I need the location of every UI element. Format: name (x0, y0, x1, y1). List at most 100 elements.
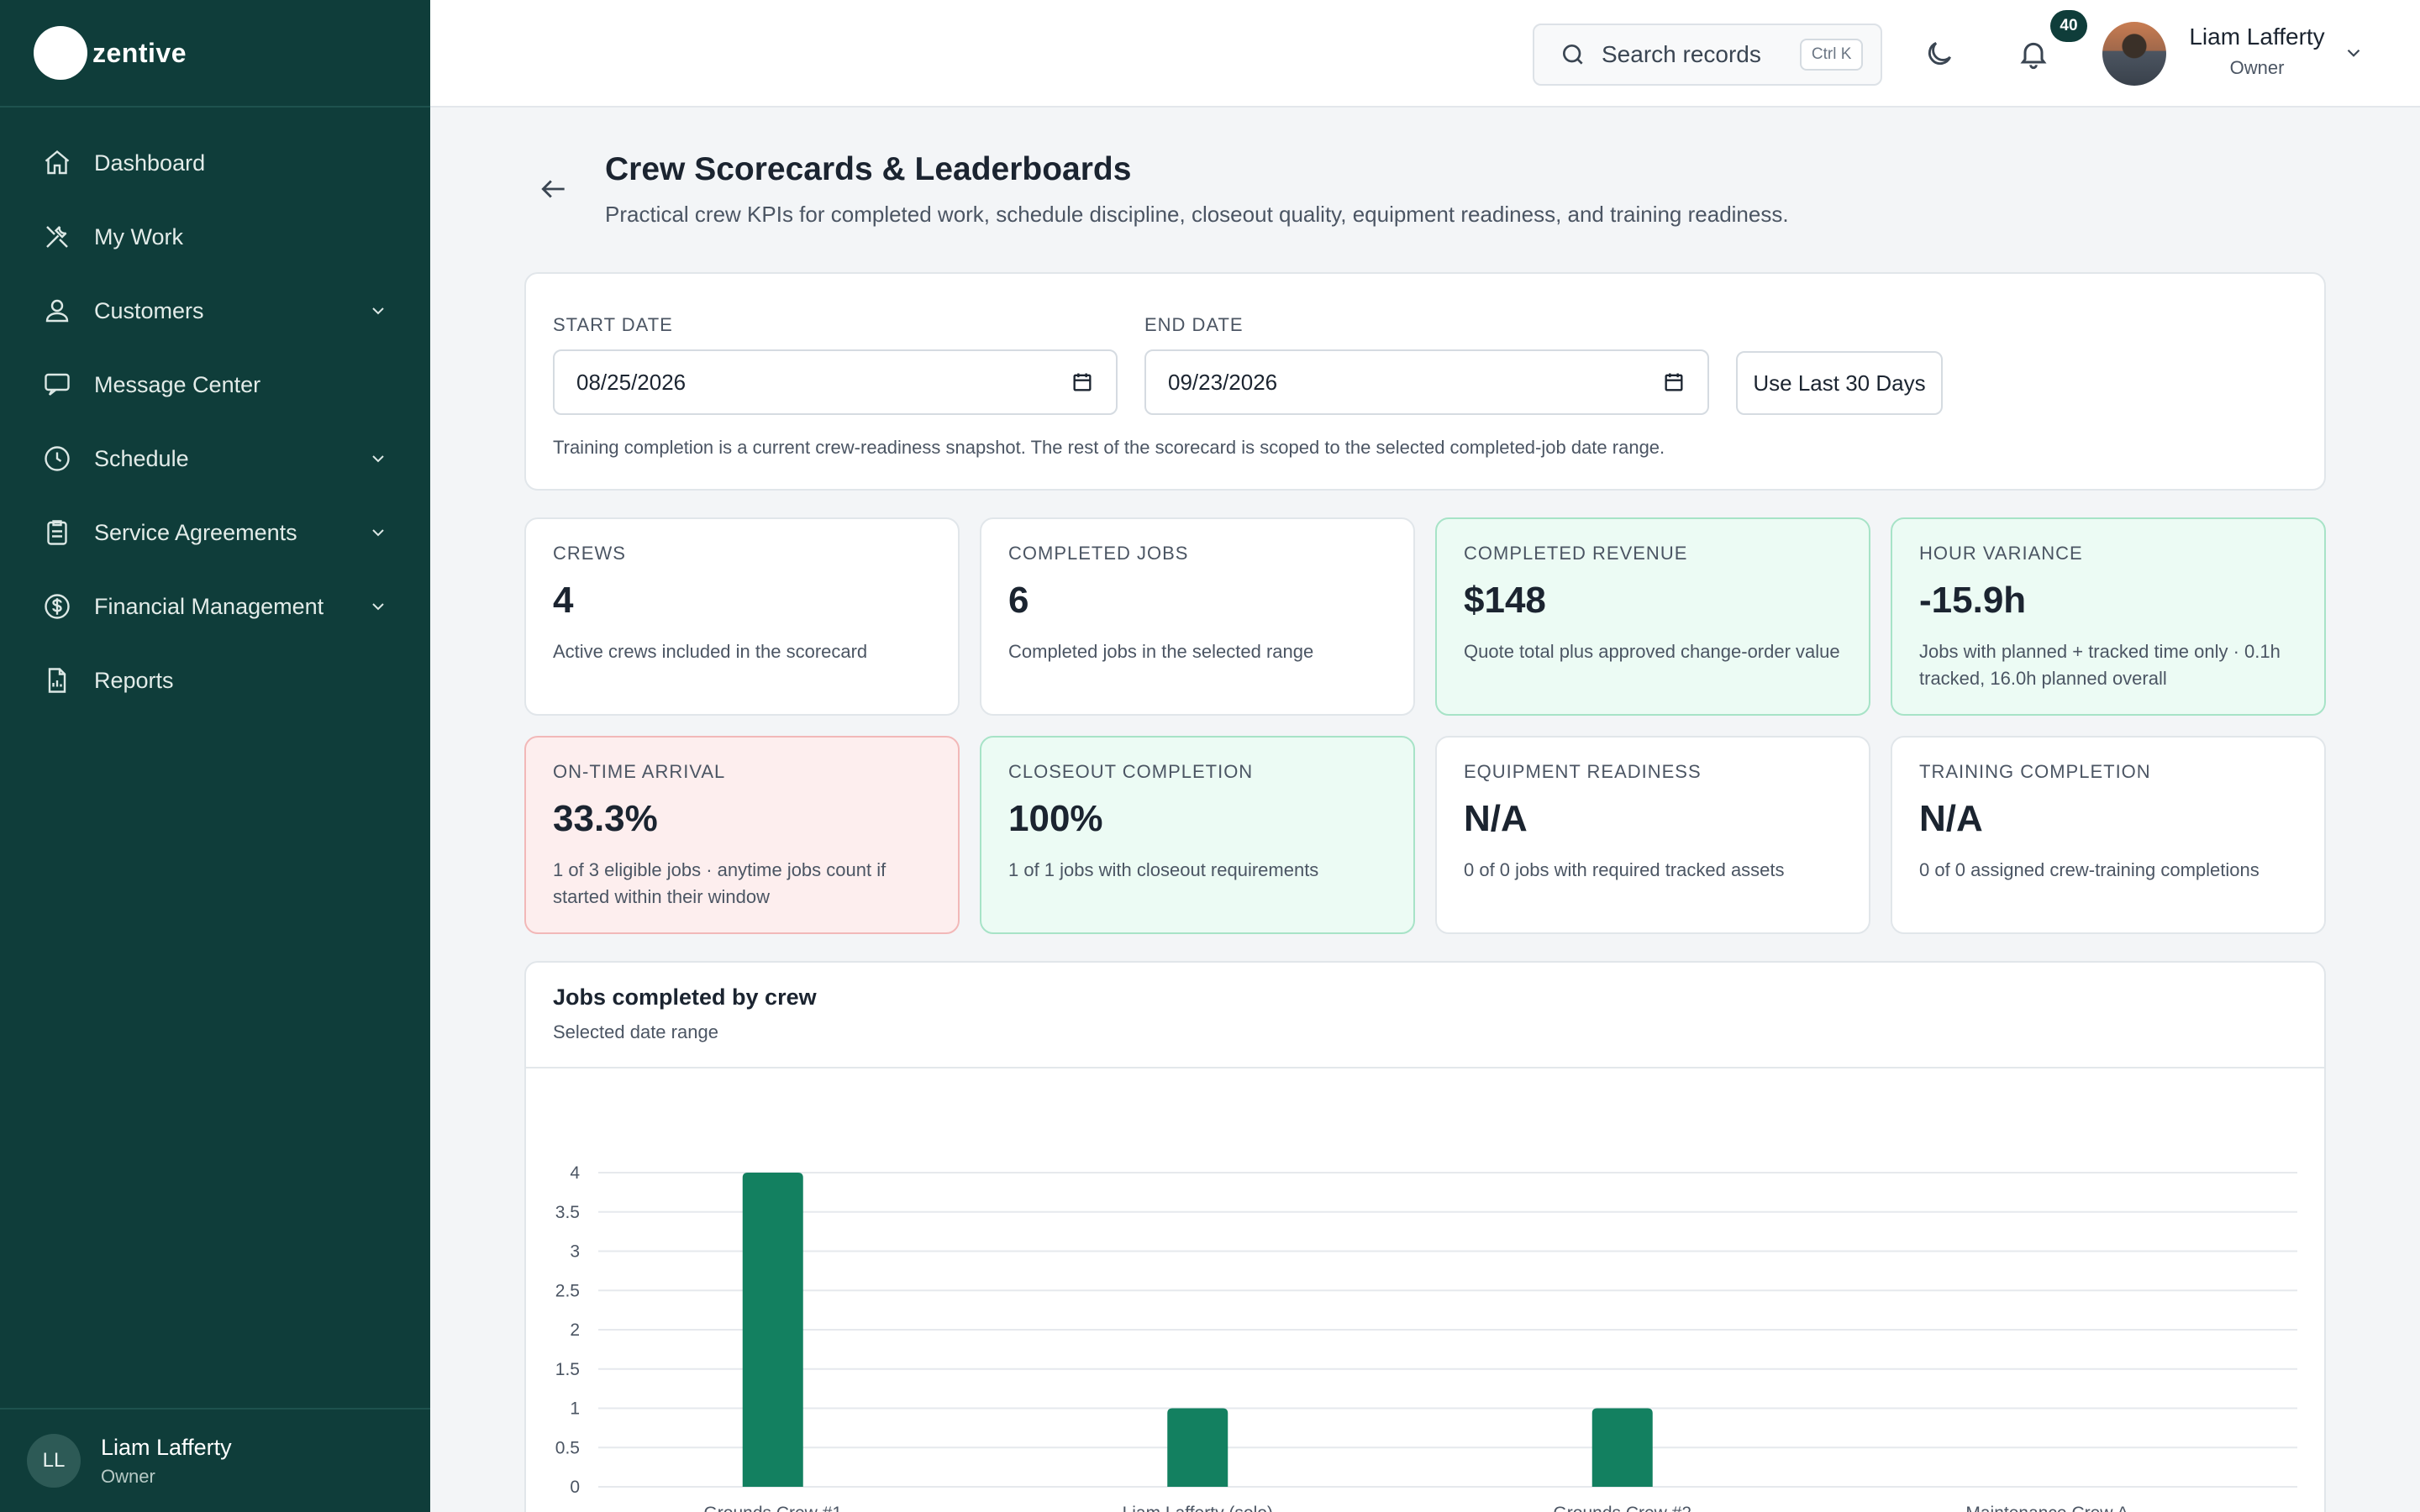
y-tick-label: 2.5 (555, 1281, 580, 1300)
kpi-value: 4 (553, 580, 574, 621)
sidebar-user-profile[interactable]: LL Liam Lafferty Owner (0, 1408, 430, 1512)
sidebar-item-message-center[interactable]: Message Center (0, 348, 430, 422)
sidebar-user-role: Owner (101, 1465, 155, 1487)
kpi-title: EQUIPMENT READINESS (1464, 761, 1702, 782)
kpi-title: ON-TIME ARRIVAL (553, 761, 726, 782)
date-filter-card: START DATE 08/25/2026 END DATE 09/23/202… (524, 272, 2326, 491)
kpi-value: N/A (1464, 798, 1528, 839)
end-date-label: END DATE (1144, 314, 1244, 335)
kpi-value: $148 (1464, 580, 1546, 621)
sidebar-item-financial-management[interactable]: Financial Management (0, 570, 430, 643)
y-tick-label: 1.5 (555, 1360, 580, 1379)
end-date-value: 09/23/2026 (1168, 369, 1278, 395)
y-tick-label: 3.5 (555, 1203, 580, 1222)
theme-toggle-button[interactable] (1919, 34, 1960, 74)
kpi-value: N/A (1919, 798, 1983, 839)
filter-note: Training completion is a current crew-re… (553, 437, 1665, 458)
avatar[interactable] (2102, 22, 2166, 86)
kpi-description: Active crews included in the scorecard (553, 641, 868, 662)
avatar: LL (27, 1434, 81, 1488)
kpi-title: HOUR VARIANCE (1919, 543, 2083, 564)
home-icon (40, 146, 74, 180)
start-date-field[interactable]: 08/25/2026 (553, 349, 1118, 415)
divider (526, 1067, 2324, 1068)
kpi-description: 1 of 1 jobs with closeout requirements (1008, 859, 1319, 880)
kpi-value: 6 (1008, 580, 1029, 621)
sidebar-user-name: Liam Lafferty (101, 1434, 232, 1460)
sidebar-item-label: Reports (94, 667, 174, 693)
sidebar-item-service-agreements[interactable]: Service Agreements (0, 496, 430, 570)
top-user-role: Owner (2229, 57, 2285, 78)
sidebar: zentive Dashboard My Work Customers (0, 0, 430, 1512)
brand-logo[interactable]: zentive (0, 0, 430, 108)
kpi-card-training-completion: TRAINING COMPLETION N/A 0 of 0 assigned … (1891, 736, 2326, 934)
bar[interactable] (742, 1173, 803, 1487)
clock-icon (40, 442, 74, 475)
x-tick-label: Grounds Crew #1 (703, 1504, 842, 1512)
brand-name: zentive (92, 37, 187, 68)
sidebar-item-label: Service Agreements (94, 519, 297, 545)
y-tick-label: 1 (570, 1399, 580, 1419)
y-tick-label: 4 (570, 1163, 580, 1183)
page-title: Crew Scorecards & Leaderboards (605, 151, 1132, 187)
user-menu[interactable]: Liam Lafferty Owner (2181, 24, 2333, 79)
bar-chart: 0 0.5 1 1.5 2 2.5 3 3.5 4 Grounds Crew #1 Liam Laf… (555, 1163, 2297, 1512)
kpi-card-on-time-arrival: ON-TIME ARRIVAL 33.3% 1 of 3 eligible jo… (524, 736, 960, 934)
chat-icon (40, 368, 74, 402)
use-last-30-days-button[interactable]: Use Last 30 Days (1736, 351, 1943, 415)
chevron-down-icon (372, 307, 384, 315)
calendar-icon[interactable] (1071, 370, 1094, 394)
jobs-by-crew-chart-card: Jobs completed by crew Selected date ran… (524, 961, 2326, 1512)
bar[interactable] (1591, 1408, 1653, 1488)
chevron-down-icon (372, 529, 384, 537)
top-bar: Search records Ctrl K 40 Liam Lafferty O… (430, 0, 2420, 108)
chart-title: Jobs completed by crew (553, 984, 817, 1010)
calendar-icon[interactable] (1662, 370, 1686, 394)
kpi-description: Quote total plus approved change-order v… (1464, 641, 1840, 662)
search-shortcut: Ctrl K (1799, 39, 1864, 71)
kpi-value: 33.3% (553, 798, 658, 839)
kpi-value: 100% (1008, 798, 1103, 839)
kpi-value: -15.9h (1919, 580, 2027, 621)
chevron-down-icon[interactable] (2343, 42, 2365, 64)
sidebar-item-label: Dashboard (94, 150, 206, 176)
kpi-card-hour-variance: HOUR VARIANCE -15.9h Jobs with planned +… (1891, 517, 2326, 716)
kpi-title: COMPLETED JOBS (1008, 543, 1189, 564)
bell-icon (2020, 42, 2047, 70)
sidebar-item-label: Financial Management (94, 593, 324, 619)
start-date-value: 08/25/2026 (576, 369, 687, 395)
dollar-icon (40, 590, 74, 623)
notifications-button[interactable] (2013, 34, 2054, 74)
sidebar-item-customers[interactable]: Customers (0, 274, 430, 348)
sidebar-nav: Dashboard My Work Customers Message Cent… (0, 108, 430, 717)
chart-subtitle: Selected date range (553, 1021, 718, 1042)
sidebar-item-label: My Work (94, 223, 183, 249)
bar[interactable] (1167, 1408, 1228, 1488)
page-subtitle: Practical crew KPIs for completed work, … (605, 202, 1789, 227)
sidebar-item-schedule[interactable]: Schedule (0, 422, 430, 496)
sidebar-item-label: Message Center (94, 371, 261, 397)
clipboard-icon (40, 516, 74, 549)
x-tick-label: Maintenance Crew A (1965, 1504, 2128, 1512)
kpi-description: Completed jobs in the selected range (1008, 641, 1314, 662)
y-tick-label: 2 (570, 1320, 580, 1340)
kpi-description: 0 of 0 assigned crew-training completion… (1919, 859, 2260, 880)
sidebar-item-dashboard[interactable]: Dashboard (0, 126, 430, 200)
moon-icon (1928, 42, 1951, 66)
end-date-field[interactable]: 09/23/2026 (1144, 349, 1709, 415)
kpi-description: 0 of 0 jobs with required tracked assets (1464, 859, 1785, 880)
sidebar-item-label: Schedule (94, 445, 189, 471)
search-icon (1563, 45, 1583, 65)
sidebar-item-my-work[interactable]: My Work (0, 200, 430, 274)
sidebar-item-label: Customers (94, 297, 204, 323)
kpi-description: Jobs with planned + tracked time only · … (1919, 641, 2281, 689)
search-label: Search records (1602, 41, 1761, 67)
y-tick-label: 0 (570, 1478, 580, 1497)
kpi-card-completed-revenue: COMPLETED REVENUE $148 Quote total plus … (1435, 517, 1870, 716)
kpi-title: CLOSEOUT COMPLETION (1008, 761, 1254, 782)
chevron-down-icon (372, 455, 384, 463)
y-tick-label: 0.5 (555, 1438, 580, 1457)
back-arrow-icon[interactable] (538, 173, 570, 205)
sidebar-item-reports[interactable]: Reports (0, 643, 430, 717)
search-button[interactable]: Search records Ctrl K (1533, 24, 1882, 86)
